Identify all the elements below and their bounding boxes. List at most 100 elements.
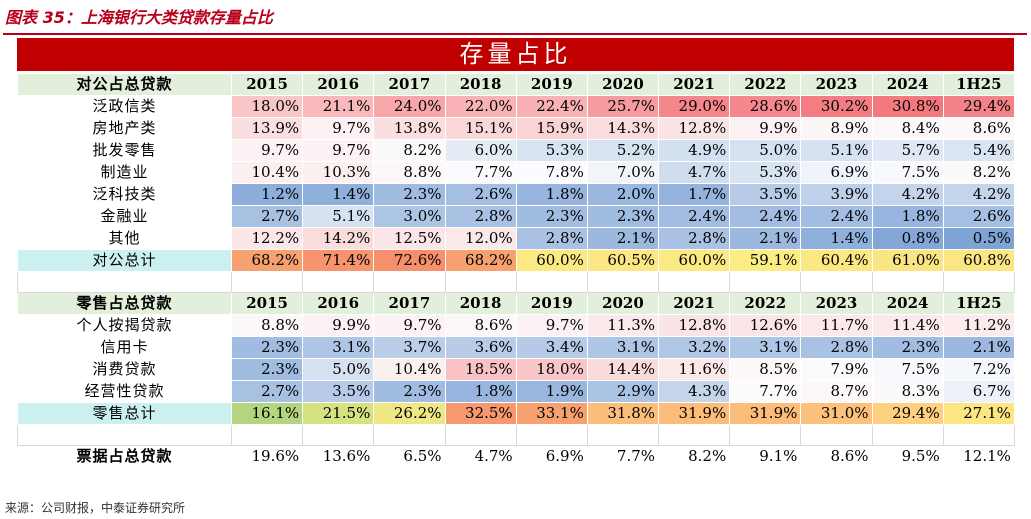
year-header: 1H25 xyxy=(942,73,1015,96)
year-header: 2019 xyxy=(515,292,588,315)
value-cell: 2.4% xyxy=(800,205,873,228)
figure-title: 图表 35：上海银行大类贷款存量占比 xyxy=(5,8,273,27)
value-cell: 3.4% xyxy=(515,336,588,359)
value-cell: 1.9% xyxy=(515,380,588,403)
spacer-row xyxy=(17,424,1015,446)
table-row: 票据占总贷款 19.6% 13.6% 6.5% 4.7% 6.9% 7.7% 8.2% 9.1%… xyxy=(17,445,1015,468)
empty-cell xyxy=(302,424,375,446)
value-cell: 9.7% xyxy=(302,139,375,162)
value-cell: 13.8% xyxy=(373,117,446,140)
empty-cell xyxy=(800,424,873,446)
empty-cell xyxy=(230,271,304,293)
value-cell: 12.6% xyxy=(729,314,802,337)
value-cell: 12.8% xyxy=(658,117,731,140)
value-cell: 8.5% xyxy=(729,358,802,381)
table-row: 零售总计 16.1% 21.5% 26.2% 32.5% 33.1% 31.8% 31.9% 3… xyxy=(17,402,1015,425)
value-cell: 5.3% xyxy=(515,139,588,162)
value-cell: 3.2% xyxy=(658,336,731,359)
value-cell: 33.1% xyxy=(515,402,588,425)
year-header: 2015 xyxy=(230,292,304,315)
year-header: 2016 xyxy=(302,73,375,96)
value-cell: 2.7% xyxy=(230,205,304,228)
value-cell: 3.0% xyxy=(373,205,446,228)
year-header: 2020 xyxy=(586,292,660,315)
value-cell: 28.6% xyxy=(729,95,802,118)
year-header: 2017 xyxy=(373,73,446,96)
value-cell: 8.7% xyxy=(800,380,873,403)
empty-cell xyxy=(729,271,802,293)
value-cell: 11.6% xyxy=(658,358,731,381)
value-cell: 29.0% xyxy=(658,95,731,118)
value-cell: 1.2% xyxy=(230,183,304,206)
value-cell: 3.5% xyxy=(729,183,802,206)
value-cell: 7.0% xyxy=(586,161,660,184)
value-cell: 5.7% xyxy=(871,139,944,162)
value-cell: 18.0% xyxy=(230,95,304,118)
value-cell: 1.8% xyxy=(444,380,517,403)
year-header: 2022 xyxy=(729,292,802,315)
value-cell: 8.8% xyxy=(230,314,304,337)
value-cell: 3.1% xyxy=(302,336,375,359)
value-cell: 15.9% xyxy=(515,117,588,140)
row-label: 金融业 xyxy=(17,205,232,228)
section-header: 对公占总贷款 xyxy=(17,73,232,96)
value-cell: 22.0% xyxy=(444,95,517,118)
year-header: 2016 xyxy=(302,292,375,315)
value-cell: 18.0% xyxy=(515,358,588,381)
value-cell: 14.4% xyxy=(586,358,660,381)
value-cell: 3.1% xyxy=(586,336,660,359)
value-cell: 5.0% xyxy=(729,139,802,162)
table-row: 个人按揭贷款 8.8% 9.9% 9.7% 8.6% 9.7% 11.3% 12.8% 12.6… xyxy=(17,314,1015,337)
empty-cell xyxy=(800,271,873,293)
empty-cell xyxy=(373,271,446,293)
value-cell: 6.9% xyxy=(515,445,588,468)
empty-cell xyxy=(729,424,802,446)
value-cell: 6.7% xyxy=(942,380,1015,403)
value-cell: 2.9% xyxy=(586,380,660,403)
value-cell: 12.1% xyxy=(942,445,1015,468)
table-row: 泛政信类 18.0% 21.1% 24.0% 22.0% 22.4% 25.7% 29.0% 2… xyxy=(17,95,1015,118)
value-cell: 1.8% xyxy=(515,183,588,206)
value-cell: 25.7% xyxy=(586,95,660,118)
value-cell: 19.6% xyxy=(230,445,304,468)
value-cell: 24.0% xyxy=(373,95,446,118)
value-cell: 14.3% xyxy=(586,117,660,140)
empty-cell xyxy=(515,424,588,446)
value-cell: 1.8% xyxy=(871,205,944,228)
value-cell: 72.6% xyxy=(373,249,446,272)
year-header: 2018 xyxy=(444,292,517,315)
value-cell: 7.7% xyxy=(586,445,660,468)
value-cell: 2.3% xyxy=(515,205,588,228)
value-cell: 22.4% xyxy=(515,95,588,118)
value-cell: 7.8% xyxy=(515,161,588,184)
value-cell: 7.9% xyxy=(800,358,873,381)
value-cell: 12.8% xyxy=(658,314,731,337)
value-cell: 1.4% xyxy=(302,183,375,206)
value-cell: 5.2% xyxy=(586,139,660,162)
value-cell: 68.2% xyxy=(444,249,517,272)
value-cell: 21.1% xyxy=(302,95,375,118)
year-header: 2018 xyxy=(444,73,517,96)
empty-cell xyxy=(230,424,304,446)
value-cell: 2.6% xyxy=(942,205,1015,228)
year-header: 2019 xyxy=(515,73,588,96)
value-cell: 4.9% xyxy=(658,139,731,162)
table-row: 房地产类 13.9% 9.7% 13.8% 15.1% 15.9% 14.3% 12.8% 9.… xyxy=(17,117,1015,140)
row-label: 经营性贷款 xyxy=(17,380,232,403)
value-cell: 8.8% xyxy=(373,161,446,184)
table-row: 制造业 10.4% 10.3% 8.8% 7.7% 7.8% 7.0% 4.7% 5.3% 6.9… xyxy=(17,161,1015,184)
value-cell: 2.8% xyxy=(444,205,517,228)
year-header: 2024 xyxy=(871,292,944,315)
table-row: 对公总计 68.2% 71.4% 72.6% 68.2% 60.0% 60.5% 60.0% 5… xyxy=(17,249,1015,272)
value-cell: 2.3% xyxy=(230,336,304,359)
value-cell: 2.1% xyxy=(586,227,660,250)
value-cell: 8.6% xyxy=(800,445,873,468)
empty-cell xyxy=(658,424,731,446)
empty-cell xyxy=(17,271,232,293)
value-cell: 4.3% xyxy=(658,380,731,403)
value-cell: 30.8% xyxy=(871,95,944,118)
value-cell: 5.4% xyxy=(942,139,1015,162)
value-cell: 9.9% xyxy=(302,314,375,337)
value-cell: 4.2% xyxy=(942,183,1015,206)
value-cell: 7.2% xyxy=(942,358,1015,381)
